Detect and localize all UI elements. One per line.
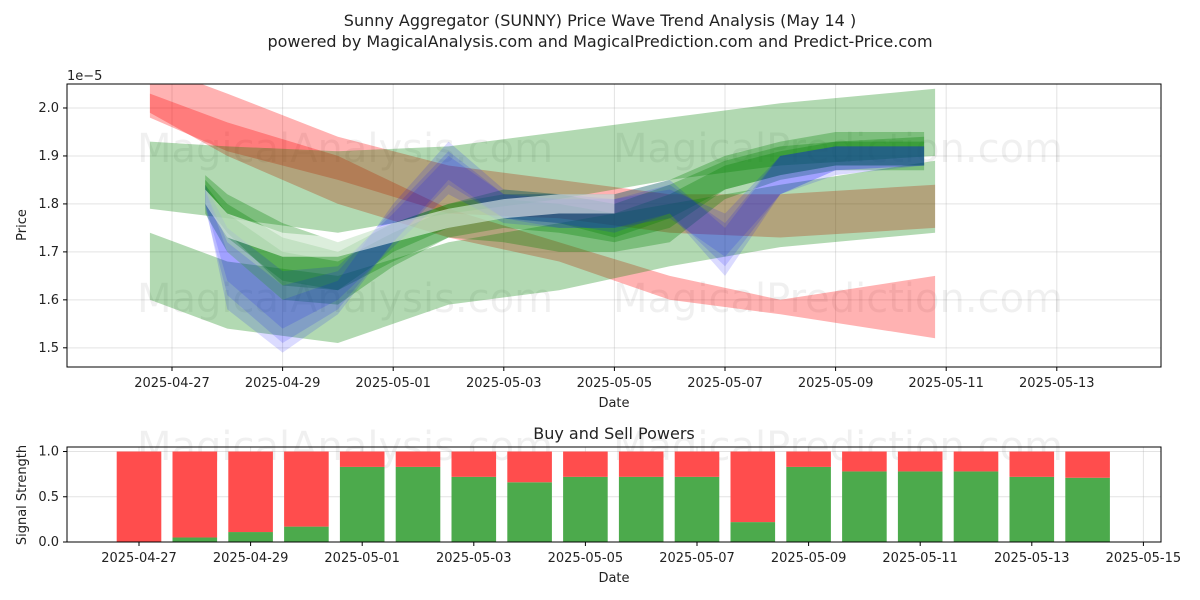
sell-power-bar xyxy=(507,451,552,483)
wave-band xyxy=(205,189,615,257)
wave-band xyxy=(205,146,925,329)
price-x-axis-label: Date xyxy=(598,396,629,411)
price-x-tick-label: 2025-04-27 xyxy=(134,376,210,391)
powers-y-tick-label: 0.0 xyxy=(38,535,59,550)
sell-power-bar xyxy=(674,451,720,477)
powers-x-tick-label: 2025-05-03 xyxy=(436,551,512,566)
sell-power-bar xyxy=(786,451,831,467)
powers-x-tick-label: 2025-05-15 xyxy=(1106,551,1182,566)
price-y-axis-label: Price xyxy=(15,209,30,241)
sell-power-bar xyxy=(1009,451,1055,477)
powers-y-axis-label: Signal Strength xyxy=(15,445,30,545)
price-grid xyxy=(67,84,1161,367)
buy-power-bar xyxy=(953,471,999,542)
buy-power-bar xyxy=(507,482,552,542)
wave-band xyxy=(149,88,936,233)
price-x-tick-label: 2025-05-11 xyxy=(908,376,984,391)
sell-power-bar xyxy=(395,451,441,467)
sell-power-bar xyxy=(339,451,385,467)
powers-x-tick-label: 2025-05-09 xyxy=(771,551,847,566)
watermark-analysis: MagicalAnalysis.com xyxy=(137,276,553,322)
price-x-tick-label: 2025-04-29 xyxy=(245,376,321,391)
sell-power-bar xyxy=(897,451,943,472)
buy-sell-bars xyxy=(116,451,1110,542)
powers-axis-ticks: 0.0 0.5 1.0 2025-04-27 2025-04-29 2025-05-01 2… xyxy=(38,445,1181,566)
sell-power-bar xyxy=(1065,451,1110,478)
sell-power-bar xyxy=(842,451,887,472)
buy-power-bar xyxy=(1065,477,1110,542)
watermark-prediction: MagicalPrediction.com xyxy=(613,126,1063,172)
price-y-tick-label: 1.9 xyxy=(38,149,59,164)
powers-plot-frame xyxy=(66,446,1162,543)
buy-power-bar xyxy=(897,471,943,542)
price-y-tick-label: 1.8 xyxy=(38,197,59,212)
powers-x-tick-label: 2025-05-05 xyxy=(548,551,624,566)
buy-power-bar xyxy=(786,466,831,542)
sell-power-bar xyxy=(284,451,329,527)
chart-title: Sunny Aggregator (SUNNY) Price Wave Tren… xyxy=(344,11,856,30)
sell-power-bar xyxy=(953,451,999,472)
buy-power-bar xyxy=(451,476,497,542)
powers-x-tick-label: 2025-05-07 xyxy=(659,551,735,566)
wave-band xyxy=(205,141,925,291)
buy-power-bar xyxy=(618,476,664,542)
buy-power-bar xyxy=(395,466,441,542)
price-y-tick-label: 2.0 xyxy=(38,101,59,116)
buy-power-bar xyxy=(563,476,608,542)
price-y-tick-label: 1.5 xyxy=(38,341,59,356)
y-offset-label: 1e−5 xyxy=(67,69,102,84)
watermark-analysis: MagicalAnalysis.com xyxy=(137,126,553,172)
price-wave-bands xyxy=(149,84,936,353)
sell-power-bar xyxy=(228,451,273,533)
price-x-tick-label: 2025-05-13 xyxy=(1019,376,1095,391)
price-y-tick-label: 1.6 xyxy=(38,293,59,308)
buy-power-bar xyxy=(674,476,720,542)
powers-x-tick-label: 2025-05-13 xyxy=(994,551,1070,566)
powers-y-tick-label: 1.0 xyxy=(38,445,59,460)
price-x-tick-label: 2025-05-05 xyxy=(577,376,653,391)
buy-power-bar xyxy=(284,526,329,542)
wave-band xyxy=(149,160,936,343)
sell-power-bar xyxy=(172,451,218,538)
wave-band xyxy=(205,146,925,343)
sell-power-bar xyxy=(116,451,162,542)
wave-band xyxy=(205,141,925,353)
sell-power-bar xyxy=(563,451,608,477)
price-watermarks: MagicalAnalysis.com MagicalPrediction.co… xyxy=(137,126,1063,322)
price-x-tick-label: 2025-05-09 xyxy=(798,376,874,391)
wave-band xyxy=(149,93,936,339)
powers-x-axis-label: Date xyxy=(598,571,629,586)
buy-power-bar xyxy=(842,471,887,542)
wave-band xyxy=(205,136,925,305)
price-y-tick-label: 1.7 xyxy=(38,245,59,260)
sell-power-bar xyxy=(730,451,776,523)
sell-power-bar xyxy=(451,451,497,477)
buy-power-bar xyxy=(228,532,273,542)
price-x-tick-label: 2025-05-01 xyxy=(355,376,431,391)
powers-x-tick-label: 2025-05-01 xyxy=(324,551,400,566)
buy-power-bar xyxy=(730,522,776,542)
price-x-tick-label: 2025-05-03 xyxy=(466,376,542,391)
sell-power-bar xyxy=(618,451,664,477)
price-x-tick-label: 2025-05-07 xyxy=(687,376,763,391)
powers-chart-title: Buy and Sell Powers xyxy=(533,424,695,443)
powers-x-tick-label: 2025-04-29 xyxy=(213,551,289,566)
buy-power-bar xyxy=(172,537,218,542)
chart-subtitle: powered by MagicalAnalysis.com and Magic… xyxy=(267,32,932,51)
buy-power-bar xyxy=(339,466,385,542)
buy-power-bar xyxy=(1009,476,1055,542)
powers-x-tick-label: 2025-05-11 xyxy=(882,551,958,566)
powers-x-tick-label: 2025-04-27 xyxy=(101,551,177,566)
price-axis-ticks: 1.5 1.6 1.7 1.8 1.9 2.0 2025-04-27 2025-04-29 20… xyxy=(38,101,1094,391)
watermark-prediction: MagicalPrediction.com xyxy=(613,276,1063,322)
wave-band xyxy=(149,84,936,238)
powers-y-tick-label: 0.5 xyxy=(38,490,59,505)
